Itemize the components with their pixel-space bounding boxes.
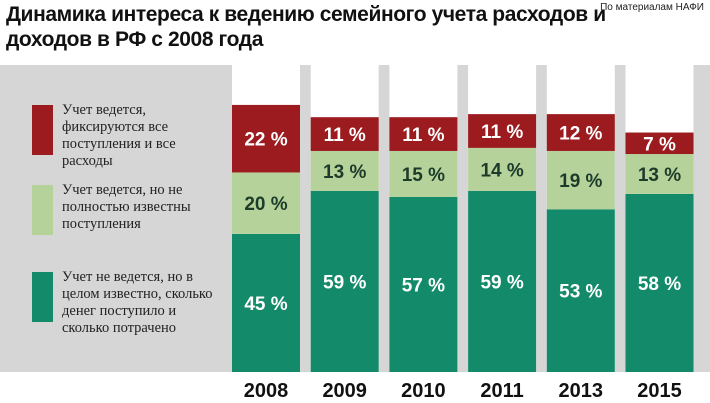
x-tick-label: 2011 [480,380,523,402]
source: По материалам НАФИ [600,2,704,13]
data-label: 12 % [559,124,602,145]
data-label: 14 % [480,160,523,181]
bar-segment [389,197,458,372]
data-label: 7 % [643,134,676,155]
legend-swatch [32,272,53,322]
x-tick-label: 2009 [322,380,367,402]
bar-segment [232,233,300,372]
bar-segment [232,104,300,173]
bar-segment [468,114,537,148]
data-label: 59 % [323,272,366,293]
data-label: 22 % [244,130,287,151]
x-tick-label: 2015 [637,380,682,402]
x-tick-label: 2008 [244,380,289,402]
data-label: 15 % [402,165,445,186]
bar-segment [625,154,694,194]
legend-swatch [32,105,53,155]
data-label: 53 % [559,282,602,303]
data-label: 11 % [481,122,523,143]
bar-segment [546,114,615,151]
data-label: 57 % [402,276,445,297]
bar-segment [468,147,537,191]
legend-label: Учет ведется, фиксируются все поступлени… [62,102,176,169]
bar-segment [389,117,458,151]
bar-segment [468,190,537,372]
bar-segment [546,209,615,372]
data-label: 13 % [638,165,681,186]
data-label: 59 % [480,272,523,293]
legend-label: Учет не ведется, но в целом известно, ск… [62,269,213,336]
legend-label: Учет ведется, но не полностью известны п… [62,182,191,232]
chart-title: Динамика интереса к ведению семейного уч… [6,3,606,51]
x-tick-label: 2013 [559,380,604,402]
bar-segment [546,150,615,210]
data-label: 20 % [244,194,287,215]
bar-segment [310,117,379,151]
data-label: 19 % [559,171,602,192]
data-label: 11 % [324,125,366,146]
bar-segment [310,150,379,191]
bar-segment [310,190,379,372]
data-label: 45 % [244,294,287,315]
data-label: 13 % [323,162,366,183]
bar-segment [389,150,458,198]
bar-segment [625,193,694,372]
legend-swatch [32,185,53,235]
bar-segment [625,132,694,155]
data-label: 58 % [638,274,681,295]
data-label: 11 % [402,125,444,146]
x-tick-label: 2010 [401,380,446,402]
bar-segment [232,172,300,234]
